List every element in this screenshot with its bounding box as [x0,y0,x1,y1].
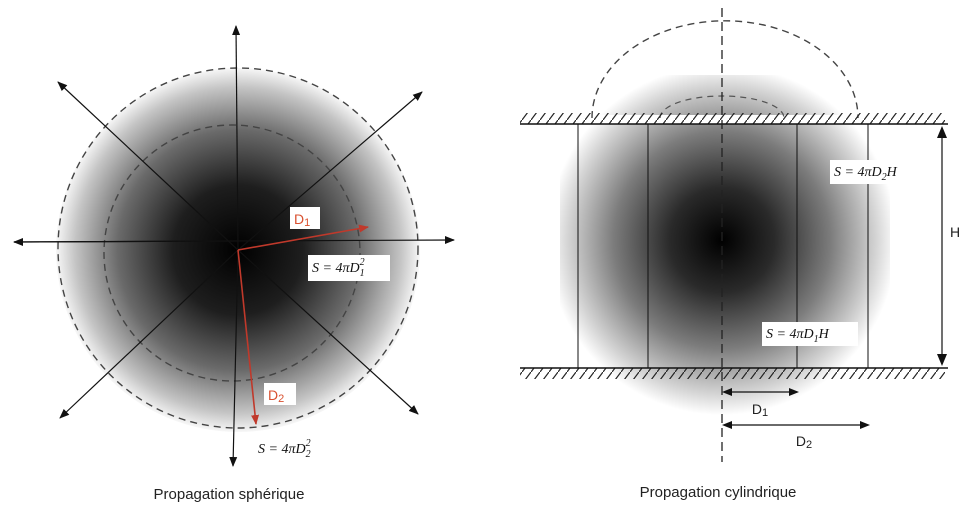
height-label: H [950,224,960,240]
cylindrical-panel: H S = 4πD2H S = 4πD1H D1 D2 Propagation … [520,8,960,501]
vertical-axis-up [232,25,241,251]
d1-arrow-right-head [789,388,799,396]
top-wall-hatching [520,113,945,124]
d2-label-box [264,383,296,405]
height-arrow-top [937,126,947,138]
formula-s1: S = 4πD12 [312,257,365,279]
formula-s2-box [255,436,337,462]
d2-label: D2 [268,387,284,405]
formula-s1-box [308,255,390,281]
d1-arrow-left-head [722,388,732,396]
d2-arrow-left-head [722,421,732,429]
radius-d1-arrow [237,224,369,251]
spherical-caption: Propagation sphérique [154,486,305,503]
bottom-wall-hatching [520,368,945,379]
diagonal-arrow-down-right [237,249,419,415]
formula-c1: S = 4πD1H [766,327,830,345]
formula-c1-box [762,322,858,346]
diagonal-arrow-down-left [59,249,239,419]
height-arrow-bottom [937,354,947,366]
cylindrical-caption: Propagation cylindrique [640,484,797,501]
spherical-panel: D1 D2 S = 4πD12 S = 4πD22 Propagation sp… [13,25,455,503]
horizontal-axis-left [13,237,239,246]
d1-label-box [290,207,320,229]
formula-s2: S = 4πD22 [258,438,311,460]
vertical-axis-down [229,249,239,467]
diagonal-arrow-up-right [237,91,423,251]
d2-arrow-right-head [860,421,870,429]
formula-c2: S = 4πD2H [834,165,898,183]
d1-cyl-label: D1 [752,401,768,419]
outer-dashed-circle [57,67,419,429]
dome-dashed-arc [591,20,859,119]
inner-dashed-circle [103,124,361,382]
d2-cyl-label: D2 [796,433,812,451]
d1-label: D1 [294,211,310,229]
diagonal-arrow-up-left [57,81,239,251]
radius-d2-arrow [237,249,260,425]
formula-c2-box [830,160,918,184]
